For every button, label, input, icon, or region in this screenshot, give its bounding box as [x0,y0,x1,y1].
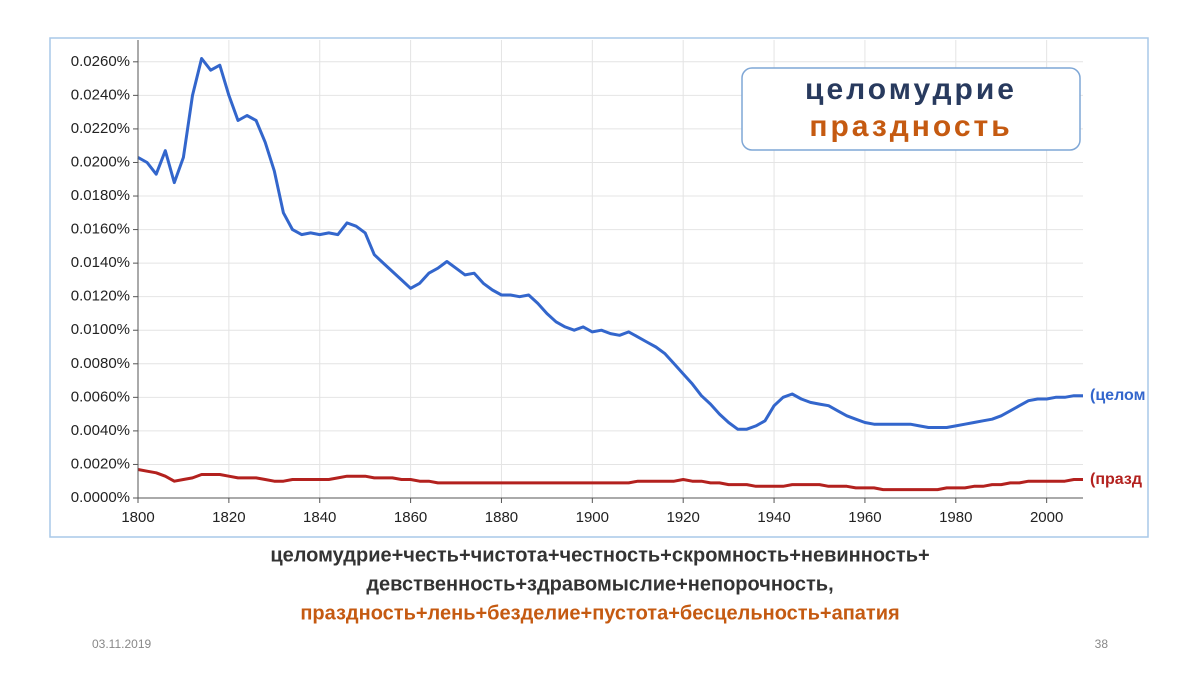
y-tick-label: 0.0200% [71,153,130,170]
x-tick-label: 2000 [1030,509,1063,526]
x-tick-label: 1800 [121,509,154,526]
y-tick-label: 0.0240% [71,86,130,103]
y-tick-label: 0.0040% [71,422,130,439]
y-tick-label: 0.0180% [71,187,130,204]
series-line [137,468,1083,492]
x-tick-label: 1860 [394,509,427,526]
annotation: праздность [809,110,1012,143]
x-tick-label: 1980 [939,509,972,526]
y-tick-label: 0.0120% [71,288,130,305]
annotation-box [741,67,1081,151]
series-line [137,57,1083,431]
x-tick-label: 1940 [757,509,790,526]
y-tick-label: 0.0160% [71,221,130,238]
y-tick-label: 0.0000% [71,489,130,506]
page-number: 38 [1095,637,1109,651]
caption: целомудрие+честь+чистота+честность+скром… [270,544,929,566]
x-tick-label: 1920 [667,509,700,526]
x-tick-label: 1820 [212,509,245,526]
y-tick-label: 0.0220% [71,120,130,137]
x-tick-label: 1840 [303,509,336,526]
y-tick-label: 0.0060% [71,388,130,405]
series-label: (целом [1090,387,1145,404]
y-tick-label: 0.0080% [71,355,130,372]
date: 03.11.2019 [92,637,151,651]
caption: праздность+лень+безделие+пустота+бесцель… [300,602,899,624]
y-tick-label: 0.0260% [71,53,130,70]
x-tick-label: 1900 [576,509,609,526]
x-tick-label: 1960 [848,509,881,526]
caption: девственность+здравомыслие+непорочность, [366,573,833,595]
y-tick-label: 0.0100% [71,321,130,338]
y-tick-label: 0.0140% [71,254,130,271]
series-label: (празд [1090,471,1142,488]
y-tick-label: 0.0020% [71,455,130,472]
x-tick-label: 1880 [485,509,518,526]
annotation: целомудрие [805,73,1017,106]
